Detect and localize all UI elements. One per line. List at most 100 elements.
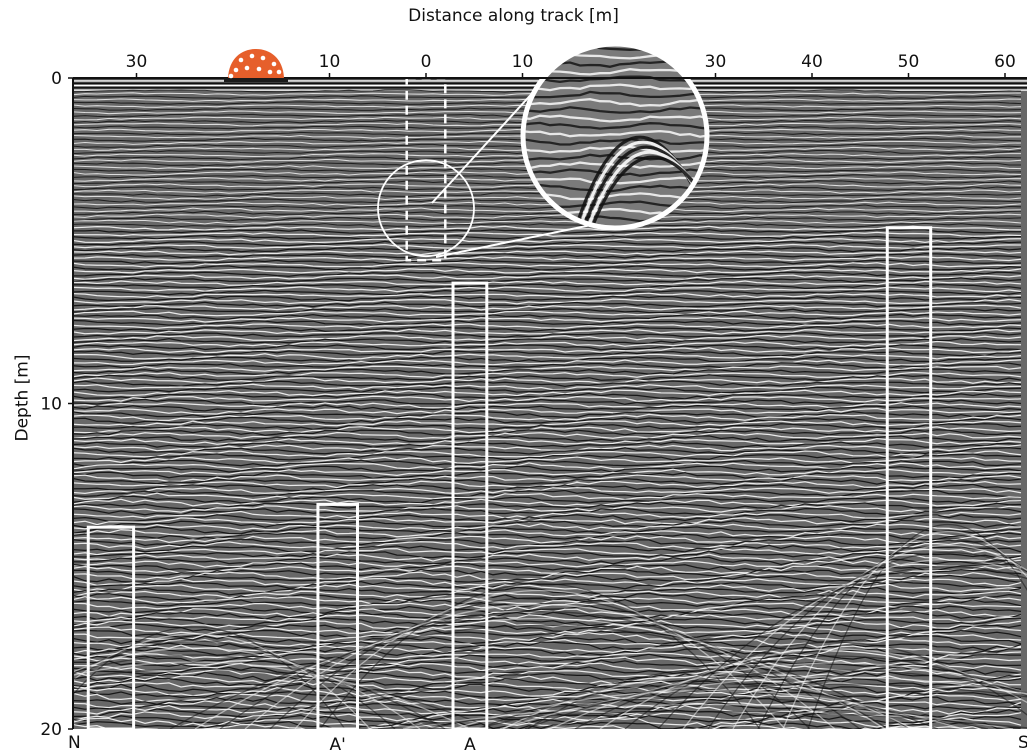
radar-trace [73, 237, 1022, 244]
radar-trace [73, 286, 1022, 293]
zoom-inset-trace [523, 83, 707, 92]
radar-trace [73, 344, 1022, 351]
marker-dot-5 [233, 67, 239, 73]
radar-trace [73, 723, 1021, 729]
radar-trace [73, 483, 1022, 492]
radar-trace [73, 450, 1022, 458]
radar-trace [73, 250, 1022, 256]
radar-trace [73, 340, 1022, 348]
marker-base [224, 78, 288, 82]
radar-trace [73, 444, 1022, 452]
radar-trace [73, 350, 1022, 357]
radar-trace [73, 541, 1022, 550]
radar-trace [73, 219, 1022, 225]
radar-trace [73, 277, 1022, 283]
radar-trace [73, 323, 1022, 329]
diffraction-hyperbola-2 [269, 597, 811, 729]
radar-trace [73, 550, 1022, 559]
diffraction-hyperbola-1 [73, 633, 371, 729]
radar-trace [73, 332, 1022, 338]
radar-trace [73, 259, 1022, 265]
diffraction-hyperbola-5 [707, 551, 1027, 729]
zoom-inset-trace [523, 129, 707, 138]
radar-trace [73, 656, 1022, 667]
radar-trace [73, 523, 1021, 531]
radar-trace [73, 571, 1022, 581]
zoom-connector-lower [435, 223, 597, 258]
radar-trace [73, 602, 1022, 612]
diffraction-hyperbola-1 [73, 654, 446, 729]
radar-trace [73, 553, 1022, 562]
zoom-inset-trace [523, 121, 707, 131]
diffraction-hyperbola-3 [402, 703, 1014, 729]
diffraction-hyperbola-2 [319, 582, 761, 729]
radar-trace [73, 204, 1022, 210]
diffraction-hyperbola-4 [549, 662, 1027, 729]
y-tick-label-3: 20 [40, 720, 62, 740]
radar-trace [73, 307, 1022, 314]
radar-trace [73, 489, 1022, 498]
zoom-inset-trace [523, 192, 707, 201]
radar-trace [73, 698, 1022, 709]
radar-trace [73, 556, 1022, 566]
radar-trace [73, 402, 1022, 409]
diffraction-hyperbola-5 [682, 558, 1027, 729]
radar-trace [73, 216, 1022, 222]
radar-trace [73, 316, 1022, 323]
annotation-column-label-3: A [464, 735, 476, 754]
radar-trace [73, 437, 1022, 445]
radar-trace [73, 441, 1022, 449]
zoom-inset-trace [523, 137, 707, 146]
diffraction-hyperbola-1 [73, 640, 396, 729]
radar-trace [73, 295, 1022, 302]
diffraction-hyperbola-2 [219, 610, 861, 729]
radar-trace [73, 319, 1022, 326]
radar-trace [73, 453, 1022, 461]
radar-trace [73, 374, 1022, 382]
orange-dome-marker-icon [224, 49, 288, 82]
zoom-inset-trace [523, 90, 707, 99]
radar-trace [73, 404, 1022, 412]
annotation-column-1 [86, 525, 136, 731]
radar-trace [73, 535, 1022, 544]
diffraction-hyperbola-5 [732, 545, 1027, 729]
radar-trace [73, 577, 1022, 587]
annotation-column-2 [316, 502, 359, 731]
radar-trace [73, 505, 1022, 513]
radar-trace [73, 547, 1021, 556]
radar-traces [73, 89, 1022, 729]
radar-trace [73, 431, 1022, 440]
radar-trace [73, 462, 1021, 470]
radar-trace [73, 614, 1022, 623]
x-tick-label-8: 60 [994, 52, 1016, 72]
radar-trace [73, 353, 1022, 360]
radar-trace [73, 480, 1022, 489]
radar-trace [73, 334, 1022, 342]
radar-trace [73, 386, 1022, 394]
radar-trace [73, 213, 1022, 219]
radar-trace [73, 410, 1022, 418]
radar-trace [73, 532, 1022, 541]
radar-trace [73, 626, 1022, 636]
radar-trace [73, 328, 1022, 335]
radar-trace [73, 529, 1022, 538]
radar-trace [73, 416, 1022, 424]
diffraction-hyperbola-1 [73, 661, 471, 729]
radar-trace [73, 668, 1022, 679]
radar-trace [73, 495, 1022, 504]
radar-trace [73, 268, 1022, 274]
zoom-inset-trace [523, 114, 707, 123]
radar-trace [73, 210, 1022, 216]
radar-trace [73, 589, 1022, 599]
radar-trace [73, 240, 1022, 247]
annotation-column-4 [885, 226, 933, 731]
radar-trace [73, 201, 1022, 207]
direction-label-south: S [1018, 733, 1027, 753]
zoom-inset-trace [523, 183, 707, 193]
diffraction-hyperbola-4 [574, 655, 1027, 729]
x-tick-label-4: 10 [512, 52, 534, 72]
zoom-source-circle [377, 159, 475, 258]
radar-trace [73, 398, 1022, 406]
radar-trace [73, 644, 1022, 654]
